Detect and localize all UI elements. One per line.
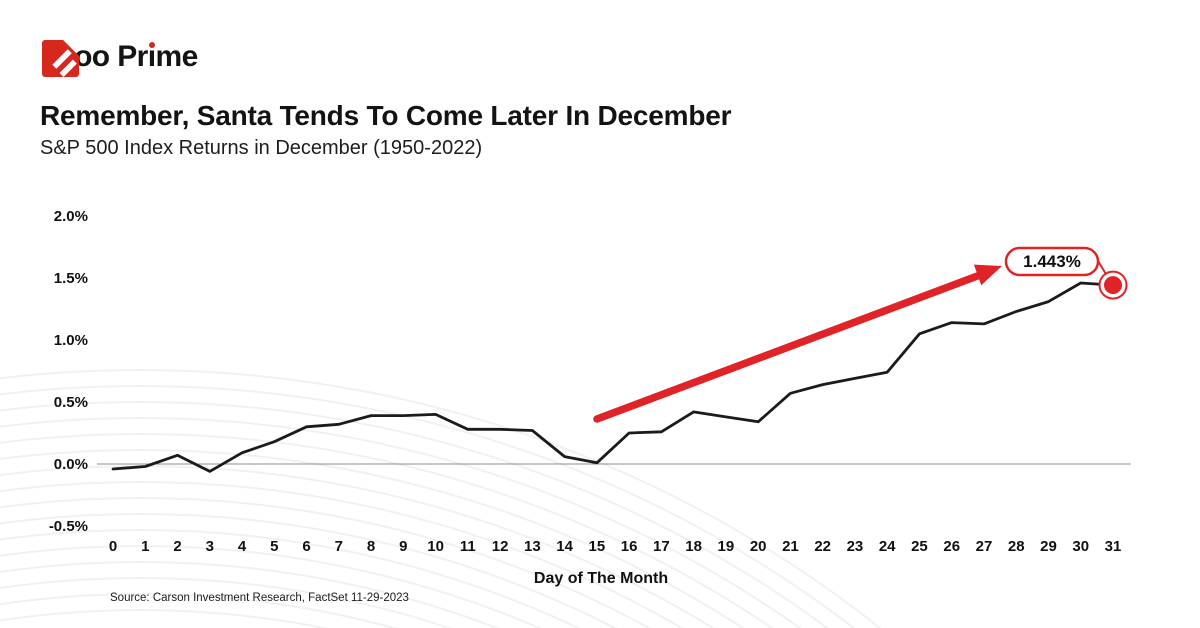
x-tick-label: 5 [270, 538, 278, 555]
x-tick-label: 9 [399, 538, 407, 555]
x-tick-label: 3 [206, 538, 214, 555]
x-tick-label: 25 [911, 538, 928, 555]
x-tick-label: 27 [976, 538, 993, 555]
x-tick-label: 19 [718, 538, 735, 555]
y-tick-label: 0.5% [54, 394, 88, 411]
x-tick-label: 6 [302, 538, 310, 555]
x-axis-title: Day of The Month [534, 570, 668, 587]
y-tick-label: 1.0% [54, 332, 88, 349]
x-tick-label: 30 [1072, 538, 1089, 555]
x-tick-label: 15 [589, 538, 606, 555]
wave-arc [0, 513, 617, 628]
x-tick-label: 0 [109, 538, 117, 555]
x-tick-label: 16 [621, 538, 638, 555]
x-tick-label: 31 [1105, 538, 1122, 555]
wave-arc [0, 401, 829, 628]
brand-letter-i: ı [147, 40, 156, 73]
x-tick-label: 23 [847, 538, 864, 555]
brand-i-dot [148, 42, 155, 48]
wave-arc [0, 417, 802, 628]
x-tick-label: 2 [173, 538, 181, 555]
x-tick-label: 14 [556, 538, 573, 555]
x-tick-label: 10 [427, 538, 444, 555]
wave-arc [0, 529, 581, 628]
wave-arc [0, 385, 856, 628]
x-tick-label: 7 [335, 538, 343, 555]
x-tick-label: 4 [238, 538, 247, 555]
x-tick-label: 11 [460, 538, 476, 555]
wave-arc [0, 577, 453, 628]
brand-wordmark: Doo Pr ıme [53, 40, 198, 74]
doo-prime-logo-icon [42, 40, 79, 77]
wave-arc [0, 449, 745, 628]
annotation-pill [1004, 246, 1100, 277]
chart-subtitle: S&P 500 Index Returns in December (1950-… [40, 137, 483, 159]
x-tick-label: 24 [879, 538, 896, 555]
chart-title: Remember, Santa Tends To Come Later In D… [40, 100, 732, 131]
x-tick-label: 18 [685, 538, 702, 555]
y-tick-label: 0.0% [54, 456, 88, 473]
y-tick-label: 1.5% [54, 270, 88, 287]
brand-text-post: me [155, 40, 199, 73]
wave-arc [0, 561, 500, 628]
series-line [111, 281, 1115, 473]
wave-arc [0, 433, 774, 628]
trend-arrow-head [973, 264, 1002, 286]
y-tick-label: -0.5% [49, 518, 88, 535]
annotation-label: 1.443% [1023, 252, 1081, 271]
brand-logo: Doo Pr ıme [42, 40, 198, 77]
x-tick-label: 29 [1040, 538, 1057, 555]
wave-arc [0, 369, 882, 628]
wave-arc [0, 609, 328, 628]
wave-arc [0, 593, 398, 628]
trend-arrow-shaft [593, 271, 984, 423]
x-tick-label: 21 [782, 538, 799, 555]
end-point-dot [1104, 276, 1122, 295]
x-tick-label: 22 [814, 538, 831, 555]
wave-arc [0, 545, 542, 628]
x-tick-label: 26 [943, 538, 960, 555]
wave-arc [0, 497, 651, 628]
x-tick-label: 1 [141, 538, 149, 555]
source-note: Source: Carson Investment Research, Fact… [110, 592, 409, 604]
x-tick-label: 12 [492, 538, 509, 555]
x-tick-label: 20 [750, 538, 767, 555]
y-tick-label: 2.0% [54, 208, 88, 225]
x-tick-label: 8 [367, 538, 375, 555]
x-tick-label: 17 [653, 538, 670, 555]
x-tick-label: 13 [524, 538, 541, 555]
wave-arc [0, 481, 684, 628]
x-tick-label: 28 [1008, 538, 1025, 555]
